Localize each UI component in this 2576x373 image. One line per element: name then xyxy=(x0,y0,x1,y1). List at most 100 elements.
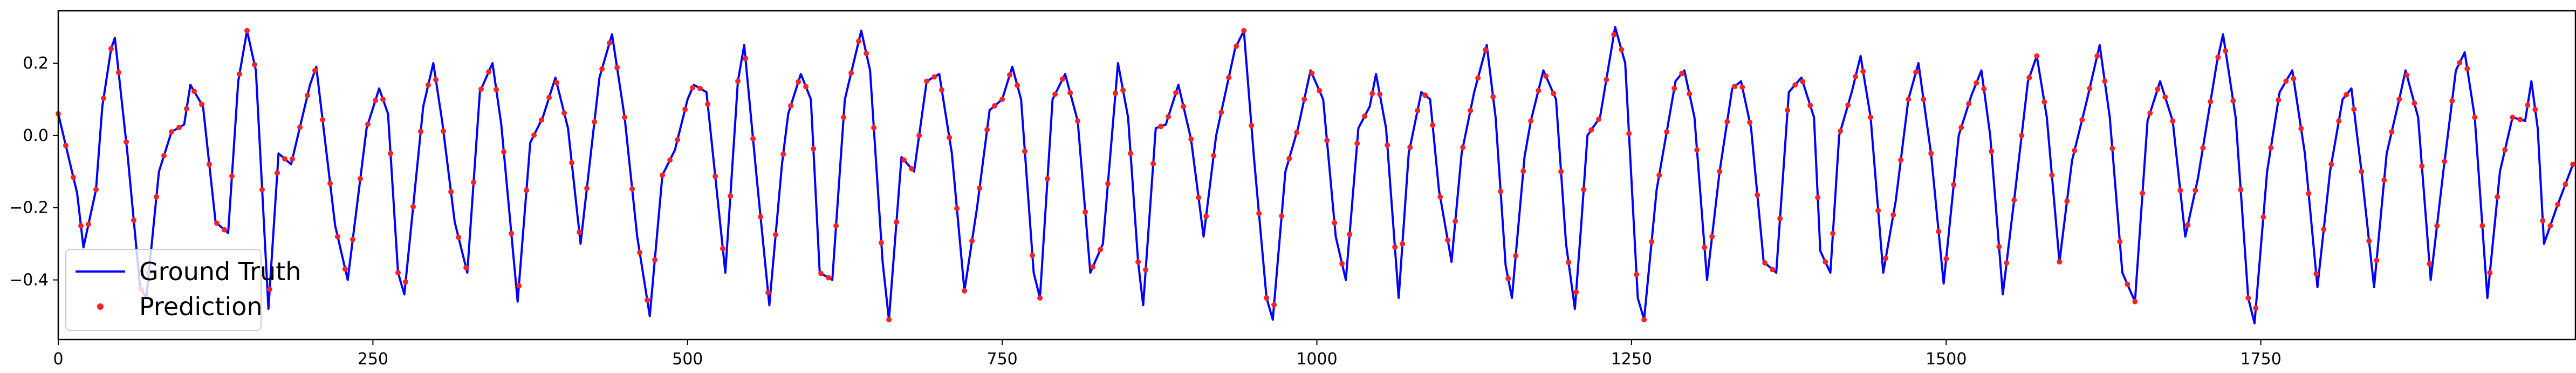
prediction-point xyxy=(1052,91,1058,97)
prediction-point xyxy=(773,232,779,238)
prediction-point xyxy=(1551,91,1557,97)
prediction-point xyxy=(1626,131,1632,137)
prediction-point xyxy=(2109,146,2115,151)
prediction-point xyxy=(539,117,545,123)
prediction-point xyxy=(1845,102,1851,108)
prediction-point xyxy=(735,78,741,84)
prediction-point xyxy=(1392,244,1398,250)
prediction-point xyxy=(1505,275,1511,281)
prediction-point xyxy=(2140,191,2146,196)
prediction-point xyxy=(191,89,197,94)
prediction-point xyxy=(2532,106,2538,112)
prediction-point xyxy=(2344,92,2349,98)
prediction-point xyxy=(660,172,666,178)
prediction-point xyxy=(2117,239,2123,245)
prediction-point xyxy=(826,275,832,281)
prediction-point xyxy=(871,125,877,131)
x-axis: 0 250 500 750 1000 1250 1500 1750 xyxy=(53,340,2282,369)
prediction-point xyxy=(1928,151,1934,157)
prediction-point xyxy=(456,234,462,240)
prediction-point xyxy=(2563,181,2568,187)
prediction-point xyxy=(176,125,182,131)
prediction-point xyxy=(1611,32,1617,38)
prediction-point xyxy=(1483,47,1489,53)
prediction-point xyxy=(1241,28,1247,33)
prediction-point xyxy=(1890,212,1896,218)
prediction-point xyxy=(161,153,167,159)
prediction-point xyxy=(1687,91,1693,97)
prediction-point xyxy=(1498,188,1504,194)
prediction-point xyxy=(637,249,643,255)
prediction-point xyxy=(2419,163,2425,169)
prediction-point xyxy=(984,127,990,133)
prediction-point xyxy=(290,156,295,162)
prediction-point xyxy=(2351,106,2357,112)
prediction-point xyxy=(1490,94,1496,100)
prediction-point xyxy=(327,180,333,186)
x-tick-label: 1250 xyxy=(1611,350,1652,369)
prediction-point xyxy=(1709,234,1715,240)
prediction-point xyxy=(962,288,968,294)
prediction-point xyxy=(2404,72,2410,78)
prediction-point xyxy=(1166,114,1171,120)
prediction-point xyxy=(78,223,84,229)
prediction-point xyxy=(1604,77,1609,83)
prediction-point xyxy=(1588,127,1594,133)
prediction-point xyxy=(546,94,552,100)
prediction-point xyxy=(712,173,718,179)
prediction-point xyxy=(2276,97,2282,103)
prediction-point xyxy=(433,77,439,83)
prediction-point xyxy=(1022,148,1028,154)
prediction-point xyxy=(1468,107,1474,113)
prediction-point xyxy=(645,297,650,303)
prediction-point xyxy=(2185,222,2191,228)
prediction-point xyxy=(1060,76,1066,82)
prediction-point xyxy=(1264,295,1270,301)
prediction-point xyxy=(939,87,945,93)
prediction-point xyxy=(2019,132,2025,138)
prediction-point xyxy=(1453,218,1458,224)
x-tick-label: 750 xyxy=(986,350,1017,369)
prediction-point xyxy=(1007,72,1013,78)
y-axis: 0.2 0.0 −0.2 −0.4 xyxy=(9,54,58,290)
prediction-point xyxy=(93,187,99,193)
prediction-point xyxy=(418,128,423,134)
prediction-point xyxy=(2102,78,2108,84)
prediction-point xyxy=(2291,76,2297,82)
prediction-point xyxy=(1981,86,1987,92)
prediction-point xyxy=(1369,91,1375,97)
prediction-point xyxy=(1430,122,1436,128)
prediction-point xyxy=(811,146,817,152)
prediction-point xyxy=(1792,82,1798,88)
prediction-point xyxy=(184,106,189,112)
prediction-point xyxy=(395,270,401,276)
prediction-point xyxy=(1868,114,1874,120)
prediction-point xyxy=(629,186,635,192)
prediction-point xyxy=(1400,241,1406,247)
prediction-point xyxy=(2034,53,2040,59)
prediction-point xyxy=(1301,97,1307,102)
prediction-point xyxy=(1158,124,1164,130)
prediction-point xyxy=(388,151,393,157)
prediction-point xyxy=(2449,98,2455,104)
prediction-point xyxy=(1045,176,1051,182)
prediction-point xyxy=(931,74,937,80)
prediction-point xyxy=(954,206,960,212)
prediction-point xyxy=(841,114,847,120)
prediction-point xyxy=(516,283,522,289)
prediction-point xyxy=(1188,136,1194,142)
prediction-point xyxy=(214,220,220,226)
prediction-point xyxy=(282,156,287,162)
prediction-point xyxy=(1679,71,1685,77)
prediction-point xyxy=(335,234,340,240)
x-tick-label: 1750 xyxy=(2240,350,2281,369)
prediction-point xyxy=(1150,161,1156,167)
x-tick-label: 0 xyxy=(53,350,63,369)
prediction-point xyxy=(501,149,507,155)
prediction-point xyxy=(2389,129,2395,135)
prediction-point xyxy=(1090,264,1096,270)
legend-label-prediction: Prediction xyxy=(139,292,263,321)
prediction-point xyxy=(1807,103,1813,108)
prediction-point xyxy=(2049,172,2055,178)
y-tick-label: 0.2 xyxy=(23,54,49,73)
